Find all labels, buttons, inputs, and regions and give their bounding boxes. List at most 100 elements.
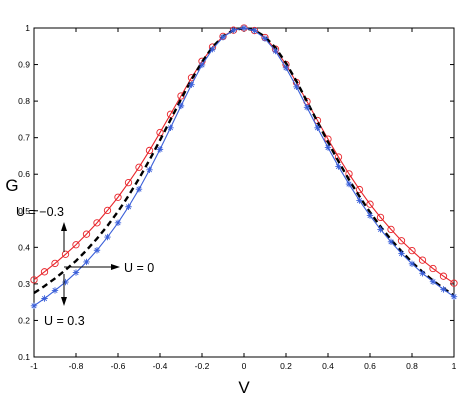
data-point-circle: [450, 279, 458, 287]
x-tick-label: 0.8: [406, 361, 418, 371]
data-point-asterisk: [104, 233, 111, 241]
annotation-label-u-zero: U = 0: [124, 261, 154, 275]
data-point-asterisk: [188, 81, 195, 88]
data-point-asterisk: [198, 61, 206, 69]
y-tick-label: 0.7: [18, 133, 30, 143]
data-point-circle: [156, 128, 164, 137]
data-point-asterisk: [41, 295, 48, 302]
data-point-asterisk: [450, 293, 458, 300]
data-point-asterisk: [293, 83, 300, 91]
data-point-asterisk: [408, 260, 416, 267]
data-point-asterisk: [167, 124, 174, 131]
series-layer: [30, 24, 458, 310]
arrow-right-head: [111, 264, 120, 270]
y-tick-label: 1: [25, 23, 30, 33]
data-point-asterisk: [135, 186, 143, 193]
data-point-asterisk: [314, 124, 321, 131]
data-point-asterisk: [209, 46, 216, 53]
data-point-asterisk: [83, 258, 90, 266]
annotation-u-zero: U = 0: [64, 261, 154, 275]
data-point-circle: [72, 241, 80, 249]
data-point-asterisk: [156, 146, 164, 153]
x-tick-label: 0.4: [322, 361, 334, 371]
y-tick-labels: 0.1 0.2 0.3 0.4 0.5 0.6 0.7 0.8 0.9 1: [18, 23, 30, 362]
data-point-circle: [114, 193, 122, 201]
data-point-asterisk: [261, 35, 269, 42]
x-tick-labels: -1 -0.8 -0.6 -0.4 -0.2 0 0.2 0.4 0.6 0.8 1: [30, 361, 456, 371]
data-point-circle: [418, 256, 427, 264]
data-point-circle: [40, 268, 49, 276]
data-point-asterisk: [272, 47, 279, 55]
data-point-circle: [103, 206, 112, 215]
data-point-circle: [124, 178, 133, 187]
y-tick-label: 0.1: [18, 352, 30, 362]
data-point-circle: [376, 213, 385, 222]
data-point-circle: [177, 92, 185, 100]
x-tick-label: 0.6: [364, 361, 376, 371]
y-tick-label: 0.8: [18, 96, 30, 106]
data-point-circle: [30, 276, 38, 284]
x-axis-label: V: [238, 378, 250, 397]
x-tick-label: -1: [30, 361, 38, 371]
y-tick-label: 0.3: [18, 279, 30, 289]
series-2: [30, 24, 458, 310]
y-tick-label: 0.5: [18, 206, 30, 216]
x-tick-label: 0.2: [280, 361, 292, 371]
data-point-asterisk: [429, 278, 437, 285]
plot-area: [33, 27, 455, 358]
annotation-u-neg: U = −0.3: [16, 205, 67, 252]
arrow-up-head: [61, 222, 67, 231]
data-point-asterisk: [72, 269, 80, 276]
data-point-asterisk: [230, 26, 237, 34]
data-point-circle: [429, 264, 437, 273]
x-tick-label: 1: [452, 361, 457, 371]
data-point-circle: [439, 272, 448, 280]
data-point-circle: [387, 225, 395, 234]
data-point-asterisk: [440, 286, 447, 293]
y-tick-label: 0.4: [18, 242, 30, 252]
data-point-circle: [82, 230, 91, 238]
data-point-circle: [61, 250, 70, 258]
data-point-asterisk: [240, 24, 248, 32]
data-point-asterisk: [398, 250, 405, 257]
y-axis-label: G: [5, 176, 18, 195]
data-point-asterisk: [51, 287, 59, 294]
data-point-circle: [366, 200, 374, 208]
annotation-label-u-pos: U = 0.3: [44, 314, 85, 328]
data-point-circle: [135, 163, 143, 171]
data-point-asterisk: [251, 27, 258, 34]
data-point-asterisk: [324, 144, 332, 151]
data-point-asterisk: [219, 33, 227, 41]
data-point-circle: [355, 185, 364, 194]
y-tick-label: 0.9: [18, 60, 30, 70]
x-tick-label: 0: [242, 361, 247, 371]
data-point-asterisk: [345, 180, 353, 188]
y-tick-label: 0.2: [18, 315, 30, 325]
data-point-asterisk: [93, 247, 101, 254]
data-point-asterisk: [114, 219, 122, 227]
data-point-circle: [93, 219, 101, 227]
data-point-circle: [397, 237, 406, 245]
data-point-asterisk: [30, 302, 38, 310]
data-point-asterisk: [366, 212, 374, 219]
x-tick-label: -0.4: [153, 361, 168, 371]
data-point-circle: [408, 246, 416, 255]
arrow-down-head: [61, 297, 67, 306]
data-point-asterisk: [146, 166, 153, 174]
data-point-asterisk: [377, 226, 384, 233]
data-point-asterisk: [282, 64, 290, 72]
annotation-label-u-neg: U = −0.3: [16, 205, 64, 219]
data-point-circle: [145, 146, 154, 155]
data-point-asterisk: [177, 102, 185, 110]
y-tick-label: 0.6: [18, 169, 30, 179]
data-point-asterisk: [387, 238, 395, 246]
annotation-u-pos: U = 0.3: [44, 274, 85, 328]
data-point-asterisk: [303, 104, 311, 111]
x-tick-label: -0.6: [111, 361, 126, 371]
data-point-asterisk: [125, 203, 132, 210]
data-point-circle: [345, 170, 353, 178]
x-tick-label: -0.8: [69, 361, 84, 371]
data-point-asterisk: [62, 278, 69, 286]
data-point-asterisk: [419, 270, 426, 277]
